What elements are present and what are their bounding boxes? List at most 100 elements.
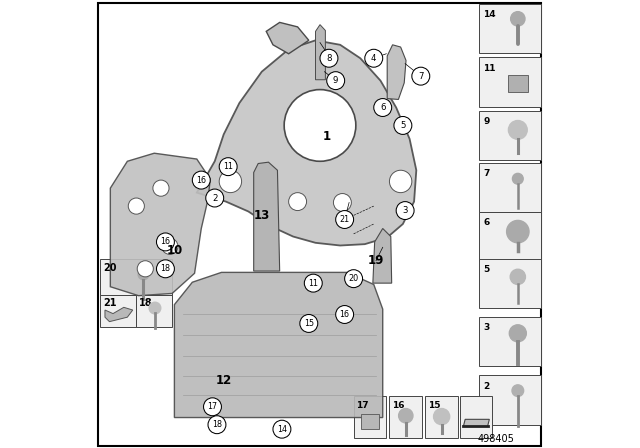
- Polygon shape: [387, 45, 406, 99]
- FancyBboxPatch shape: [389, 396, 422, 438]
- Text: 9: 9: [333, 76, 339, 85]
- Text: 2: 2: [483, 382, 490, 391]
- Circle shape: [333, 194, 351, 211]
- Text: 498405: 498405: [477, 434, 515, 444]
- Circle shape: [138, 269, 149, 280]
- Circle shape: [336, 211, 354, 228]
- Circle shape: [128, 198, 145, 214]
- Circle shape: [273, 420, 291, 438]
- Text: 21: 21: [103, 298, 116, 308]
- Text: 17: 17: [356, 401, 369, 409]
- Circle shape: [137, 261, 154, 277]
- Text: 1: 1: [323, 130, 331, 143]
- Circle shape: [220, 170, 242, 193]
- Circle shape: [284, 90, 356, 161]
- Circle shape: [390, 170, 412, 193]
- Text: 6: 6: [483, 218, 490, 227]
- Circle shape: [206, 189, 224, 207]
- Text: 7: 7: [418, 72, 424, 81]
- FancyBboxPatch shape: [479, 57, 541, 107]
- Circle shape: [344, 270, 362, 288]
- Polygon shape: [373, 228, 392, 283]
- Text: 16: 16: [340, 310, 349, 319]
- FancyBboxPatch shape: [479, 111, 541, 160]
- Circle shape: [509, 325, 526, 342]
- Text: 6: 6: [380, 103, 385, 112]
- FancyBboxPatch shape: [460, 396, 493, 438]
- Polygon shape: [197, 40, 417, 246]
- Text: 8: 8: [326, 54, 332, 63]
- Circle shape: [394, 116, 412, 134]
- FancyBboxPatch shape: [353, 396, 387, 438]
- FancyBboxPatch shape: [479, 317, 541, 366]
- Circle shape: [336, 306, 354, 323]
- Text: 14: 14: [483, 10, 496, 19]
- Text: 11: 11: [223, 162, 233, 171]
- Circle shape: [300, 314, 317, 332]
- Text: 20: 20: [349, 274, 358, 283]
- FancyBboxPatch shape: [361, 414, 379, 429]
- Text: 5: 5: [400, 121, 406, 130]
- Circle shape: [433, 409, 450, 425]
- Text: 5: 5: [483, 265, 490, 274]
- Circle shape: [412, 67, 430, 85]
- Text: 3: 3: [483, 323, 490, 332]
- Circle shape: [396, 202, 414, 220]
- Text: 16: 16: [392, 401, 404, 409]
- Text: 20: 20: [103, 263, 116, 273]
- Circle shape: [511, 12, 525, 26]
- FancyBboxPatch shape: [479, 163, 541, 212]
- Circle shape: [399, 409, 413, 423]
- Polygon shape: [105, 307, 132, 322]
- Circle shape: [374, 99, 392, 116]
- Polygon shape: [253, 162, 280, 271]
- Circle shape: [510, 269, 525, 284]
- FancyBboxPatch shape: [508, 75, 527, 92]
- Circle shape: [513, 173, 523, 184]
- Text: 11: 11: [308, 279, 318, 288]
- Circle shape: [365, 49, 383, 67]
- FancyBboxPatch shape: [479, 375, 541, 425]
- Circle shape: [219, 158, 237, 176]
- Text: 13: 13: [253, 208, 270, 222]
- Text: 11: 11: [483, 64, 495, 73]
- Circle shape: [320, 49, 338, 67]
- Text: 16: 16: [196, 176, 206, 185]
- Circle shape: [289, 193, 307, 211]
- Circle shape: [507, 220, 529, 243]
- FancyBboxPatch shape: [425, 396, 458, 438]
- Polygon shape: [463, 419, 490, 426]
- FancyBboxPatch shape: [479, 259, 541, 308]
- Circle shape: [153, 180, 169, 196]
- Polygon shape: [266, 22, 309, 54]
- Text: 2: 2: [212, 194, 218, 202]
- Text: 9: 9: [483, 117, 490, 126]
- Text: 16: 16: [161, 237, 170, 246]
- Circle shape: [508, 121, 527, 139]
- Text: 19: 19: [368, 254, 384, 267]
- FancyBboxPatch shape: [99, 3, 541, 446]
- Text: 4: 4: [371, 54, 376, 63]
- Circle shape: [305, 274, 323, 292]
- FancyBboxPatch shape: [100, 259, 172, 295]
- FancyBboxPatch shape: [479, 4, 541, 53]
- Circle shape: [193, 171, 211, 189]
- Circle shape: [327, 72, 344, 90]
- Text: 18: 18: [139, 298, 152, 308]
- Polygon shape: [110, 153, 210, 296]
- Text: 15: 15: [304, 319, 314, 328]
- Polygon shape: [174, 272, 383, 418]
- Circle shape: [208, 416, 226, 434]
- Circle shape: [149, 302, 161, 314]
- FancyBboxPatch shape: [136, 295, 172, 327]
- Circle shape: [156, 260, 174, 278]
- Text: 3: 3: [403, 206, 408, 215]
- Circle shape: [162, 238, 178, 254]
- Text: 12: 12: [216, 374, 232, 388]
- FancyBboxPatch shape: [100, 295, 136, 327]
- Text: 18: 18: [161, 264, 170, 273]
- FancyBboxPatch shape: [479, 212, 541, 261]
- Polygon shape: [316, 25, 325, 80]
- Text: 7: 7: [483, 169, 490, 178]
- Text: 17: 17: [207, 402, 218, 411]
